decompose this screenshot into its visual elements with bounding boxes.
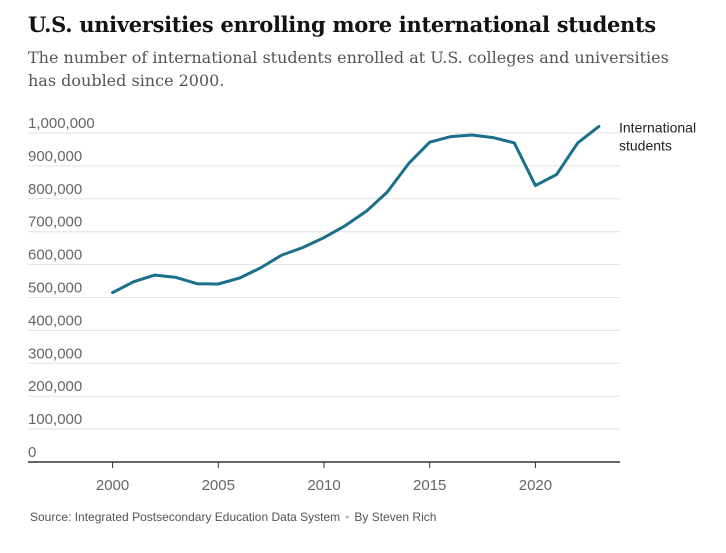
chart-subtitle: The number of international students enr…	[28, 48, 669, 90]
series-label-line: students	[619, 137, 672, 153]
x-tick-label: 2005	[202, 477, 235, 494]
chart-title: U.S. universities enrolling more interna…	[28, 12, 656, 37]
y-tick-label: 100,000	[28, 411, 82, 428]
y-tick-label: 800,000	[28, 181, 82, 198]
series-label-line: International	[619, 119, 696, 135]
chart-footer: Source: Integrated Postsecondary Educati…	[30, 510, 436, 524]
y-tick-label: 0	[28, 444, 36, 461]
byline: By Steven Rich	[354, 510, 437, 524]
y-tick-label: 900,000	[28, 148, 82, 165]
y-tick-label: 1,000,000	[28, 115, 95, 132]
y-tick-label: 500,000	[28, 280, 82, 297]
series-label: International students	[619, 119, 696, 153]
x-tick-label: 2020	[519, 477, 552, 494]
grid-lines	[28, 132, 620, 430]
y-tick-label: 300,000	[28, 345, 82, 362]
x-tick-label: 2010	[307, 477, 340, 494]
series-layer: International students	[111, 119, 696, 295]
y-tick-label: 400,000	[28, 312, 82, 329]
x-tick-label: 2015	[413, 477, 446, 494]
source-note: Source: Integrated Postsecondary Educati…	[30, 510, 341, 524]
y-axis-tick-labels: 0 100,000 200,000 300,000 400,000 500,000 600,…	[28, 115, 95, 461]
series-line-international-students	[111, 124, 601, 295]
x-tick-label: 2000	[96, 477, 129, 494]
y-tick-label: 600,000	[28, 247, 82, 264]
footer-separator: •	[345, 510, 350, 524]
y-tick-label: 200,000	[28, 378, 82, 395]
y-tick-label: 700,000	[28, 214, 82, 231]
x-axis-ticks: 2000 2005 2010 2015 2020	[96, 462, 552, 494]
